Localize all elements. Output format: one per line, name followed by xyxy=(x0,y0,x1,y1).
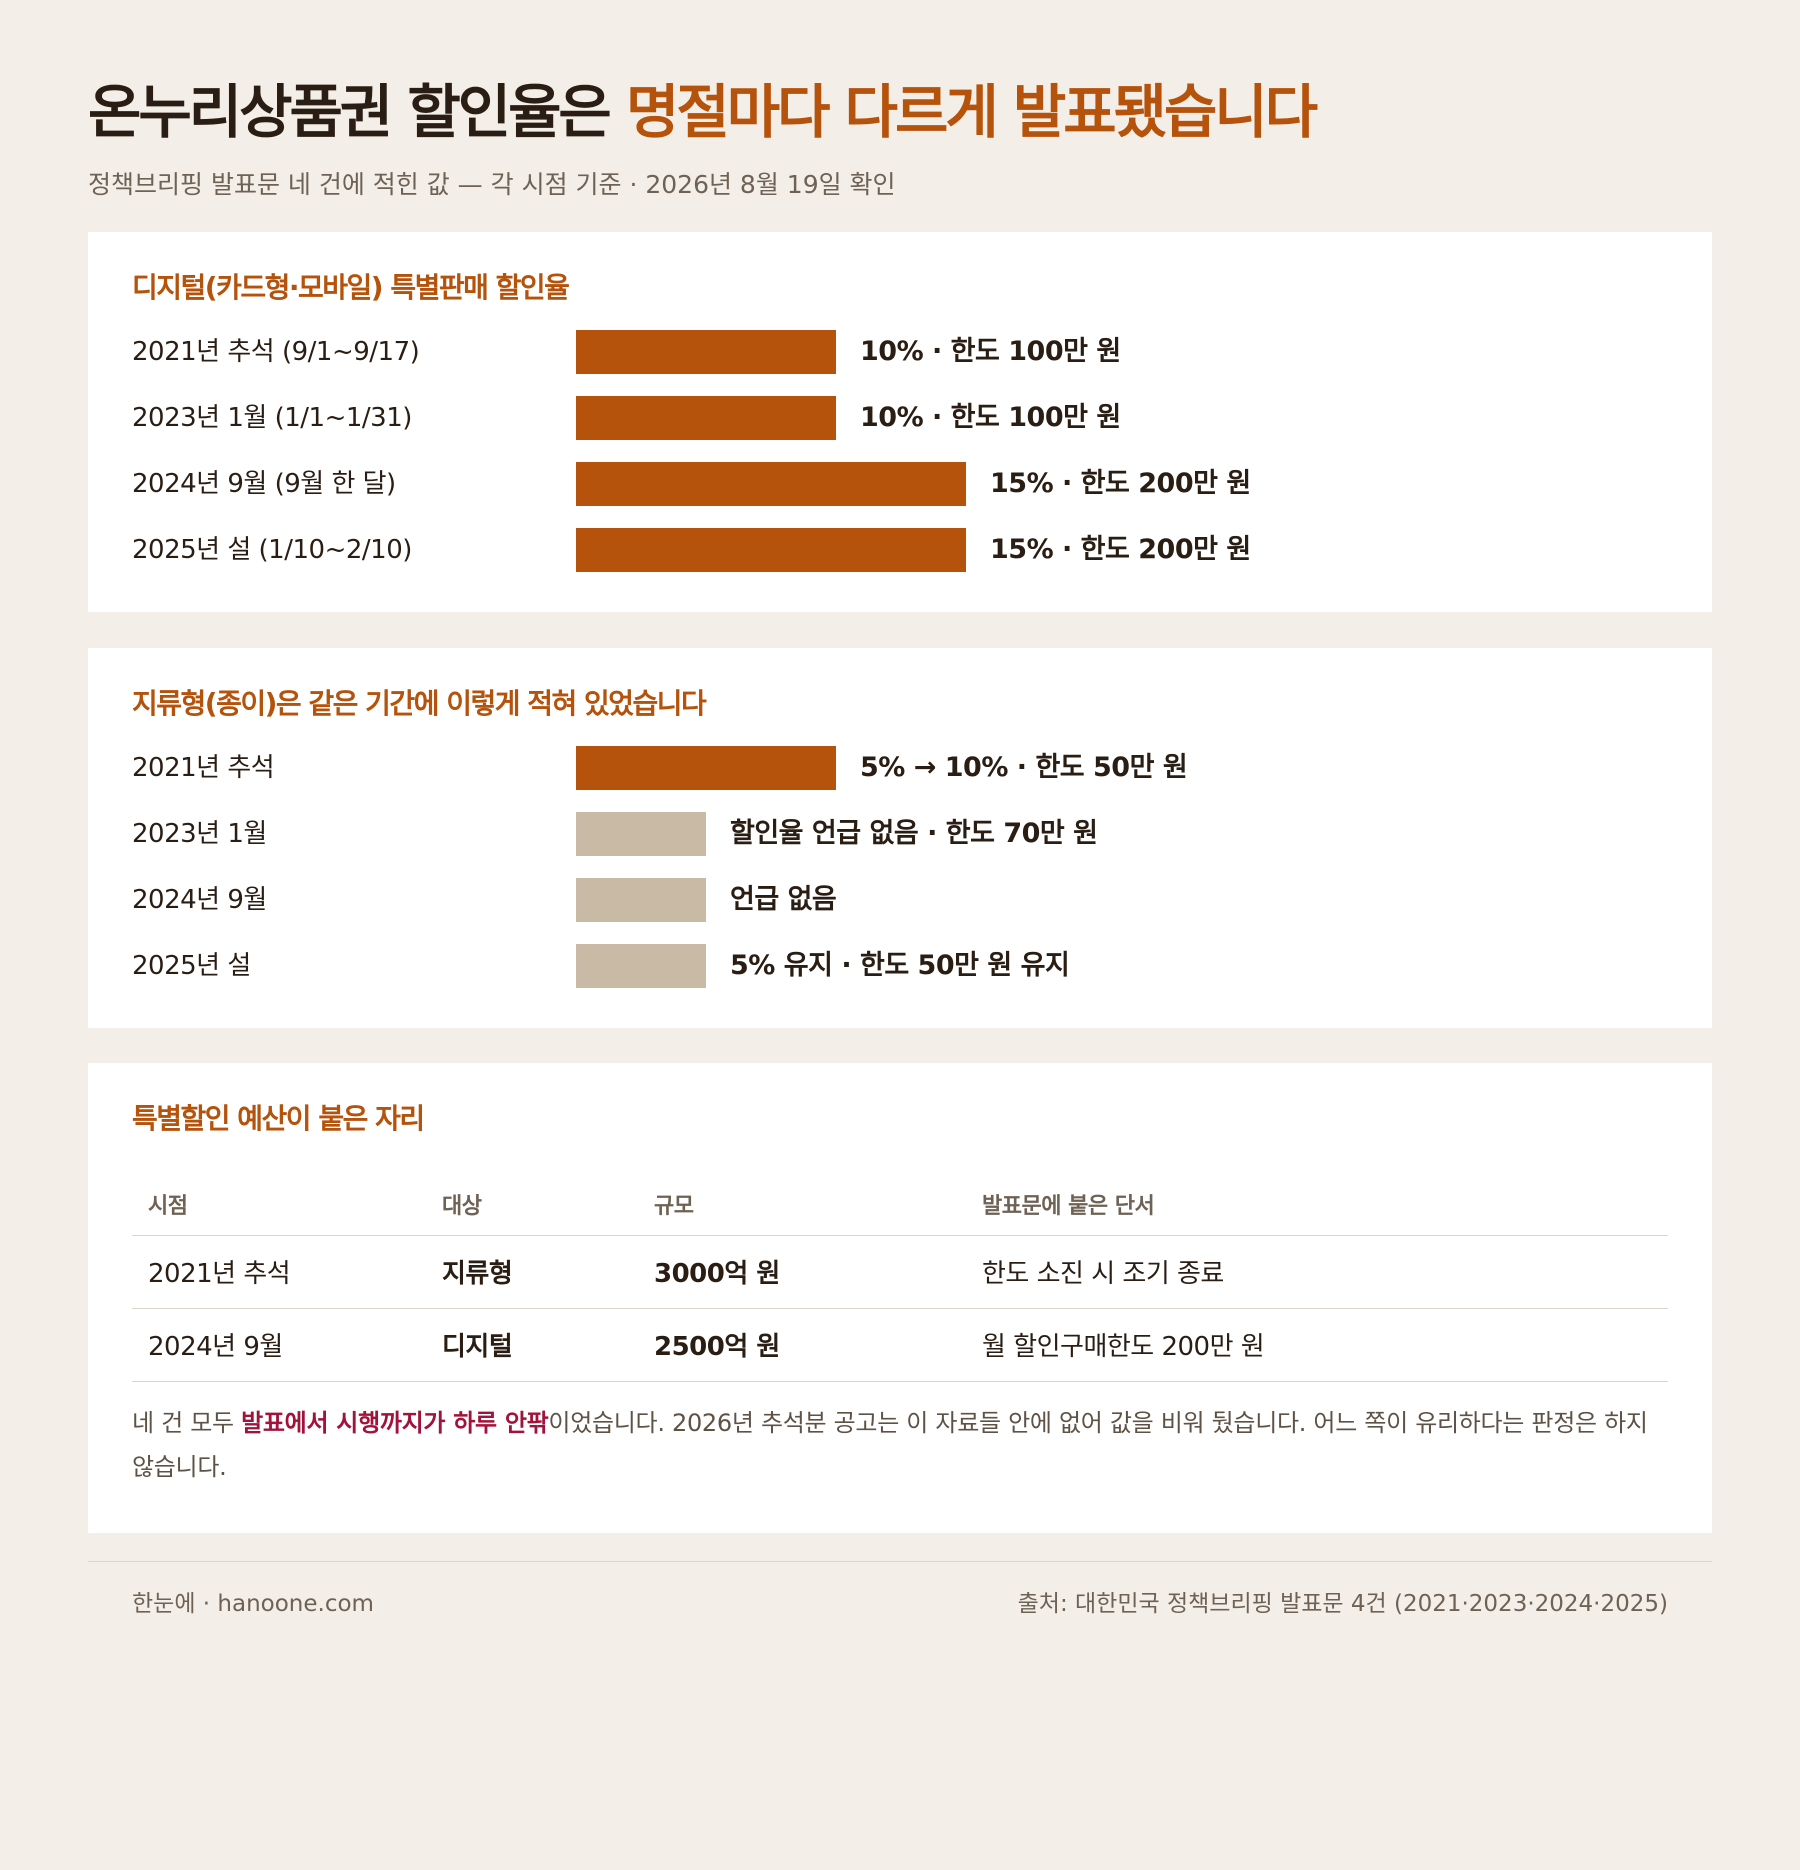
bar xyxy=(576,812,706,856)
bar-value-label: 언급 없음 xyxy=(730,884,837,915)
table-cell-scale: 3000억 원 xyxy=(638,1235,966,1309)
table-cell-period: 2024년 9월 xyxy=(132,1308,426,1382)
digital-chart-title: 디지털(카드형·모바일) 특별판매 할인율 xyxy=(132,271,570,304)
column-header-target: 대상 xyxy=(426,1173,638,1236)
budget-card: 특별할인 예산이 붙은 자리 시점 대상 규모 발표문에 붙은 단서 2021년… xyxy=(88,1063,1712,1533)
bar-value-label: 5% 유지 · 한도 50만 원 유지 xyxy=(730,950,1070,981)
bar-category-label: 2024년 9월 (9월 한 달) xyxy=(132,469,396,499)
bar-category-label: 2025년 설 xyxy=(132,951,251,981)
table-header-row: 시점 대상 규모 발표문에 붙은 단서 xyxy=(132,1173,1668,1236)
bar-value-label: 10% · 한도 100만 원 xyxy=(860,402,1121,433)
note-text-after: 이었습니다. 2026년 추석분 공고는 이 자료들 안에 없어 값을 비워 뒀… xyxy=(132,1409,1648,1481)
footer-site: 한눈에 · hanoone.com xyxy=(132,1591,374,1617)
budget-note: 네 건 모두 발표에서 시행까지가 하루 안팎이었습니다. 2026년 추석분 … xyxy=(132,1401,1672,1489)
bar-row: 2025년 설 (1/10~2/10) 15% · 한도 200만 원 xyxy=(88,528,1712,572)
bar xyxy=(576,944,706,988)
table-cell-condition: 월 할인구매한도 200만 원 xyxy=(966,1308,1668,1382)
paper-chart-title: 지류형(종이)은 같은 기간에 이렇게 적혀 있었습니다 xyxy=(132,687,707,720)
bar-category-label: 2021년 추석 xyxy=(132,753,275,783)
note-highlight: 발표에서 시행까지가 하루 안팎 xyxy=(241,1409,549,1437)
column-header-scale: 규모 xyxy=(638,1173,966,1236)
bar-row: 2025년 설 5% 유지 · 한도 50만 원 유지 xyxy=(88,944,1712,988)
page-subtitle: 정책브리핑 발표문 네 건에 적힌 값 — 각 시점 기준 · 2026년 8월… xyxy=(88,170,896,199)
bar xyxy=(576,746,836,790)
bar-row: 2023년 1월 할인율 언급 없음 · 한도 70만 원 xyxy=(88,812,1712,856)
bar-value-label: 5% → 10% · 한도 50만 원 xyxy=(860,752,1188,783)
column-header-period: 시점 xyxy=(132,1173,426,1236)
header: 온누리상품권 할인율은 명절마다 다르게 발표됐습니다 정책브리핑 발표문 네 … xyxy=(88,72,1712,202)
footer-divider xyxy=(88,1561,1712,1562)
bar-value-label: 할인율 언급 없음 · 한도 70만 원 xyxy=(730,818,1098,849)
budget-table: 시점 대상 규모 발표문에 붙은 단서 2021년 추석 지류형 3000억 원… xyxy=(132,1173,1668,1382)
table-cell-target: 디지털 xyxy=(426,1308,638,1382)
bar xyxy=(576,528,966,572)
bar-value-label: 10% · 한도 100만 원 xyxy=(860,336,1121,367)
budget-title: 특별할인 예산이 붙은 자리 xyxy=(132,1102,425,1135)
table-row: 2021년 추석 지류형 3000억 원 한도 소진 시 조기 종료 xyxy=(132,1235,1668,1309)
page-title-main: 온누리상품권 할인율은 xyxy=(88,78,626,146)
bar-category-label: 2025년 설 (1/10~2/10) xyxy=(132,535,412,565)
table-cell-scale: 2500억 원 xyxy=(638,1308,966,1382)
footer-source: 출처: 대한민국 정책브리핑 발표문 4건 (2021·2023·2024·20… xyxy=(1017,1591,1668,1617)
bar xyxy=(576,330,836,374)
bar xyxy=(576,396,836,440)
bar xyxy=(576,878,706,922)
page-title: 온누리상품권 할인율은 명절마다 다르게 발표됐습니다 xyxy=(88,72,1712,152)
bar-value-label: 15% · 한도 200만 원 xyxy=(990,534,1251,565)
bar-row: 2021년 추석 (9/1~9/17) 10% · 한도 100만 원 xyxy=(88,330,1712,374)
bar-category-label: 2023년 1월 (1/1~1/31) xyxy=(132,403,412,433)
bar-category-label: 2024년 9월 xyxy=(132,885,267,915)
digital-discount-card: 디지털(카드형·모바일) 특별판매 할인율 2021년 추석 (9/1~9/17… xyxy=(88,232,1712,612)
table-cell-target: 지류형 xyxy=(426,1235,638,1309)
note-text-before: 네 건 모두 xyxy=(132,1409,242,1437)
paper-discount-card: 지류형(종이)은 같은 기간에 이렇게 적혀 있었습니다 2021년 추석 5% … xyxy=(88,648,1712,1028)
bar-row: 2023년 1월 (1/1~1/31) 10% · 한도 100만 원 xyxy=(88,396,1712,440)
page-title-accent: 명절마다 다르게 발표됐습니다 xyxy=(626,78,1318,146)
bar xyxy=(576,462,966,506)
bar-row: 2024년 9월 (9월 한 달) 15% · 한도 200만 원 xyxy=(88,462,1712,506)
table-cell-condition: 한도 소진 시 조기 종료 xyxy=(966,1235,1668,1309)
bar-value-label: 15% · 한도 200만 원 xyxy=(990,468,1251,499)
bar-row: 2024년 9월 언급 없음 xyxy=(88,878,1712,922)
bar-category-label: 2021년 추석 (9/1~9/17) xyxy=(132,337,420,367)
bar-row: 2021년 추석 5% → 10% · 한도 50만 원 xyxy=(88,746,1712,790)
bar-category-label: 2023년 1월 xyxy=(132,819,267,849)
table-row: 2024년 9월 디지털 2500억 원 월 할인구매한도 200만 원 xyxy=(132,1308,1668,1382)
table-cell-period: 2021년 추석 xyxy=(132,1235,426,1309)
column-header-condition: 발표문에 붙은 단서 xyxy=(966,1173,1668,1236)
